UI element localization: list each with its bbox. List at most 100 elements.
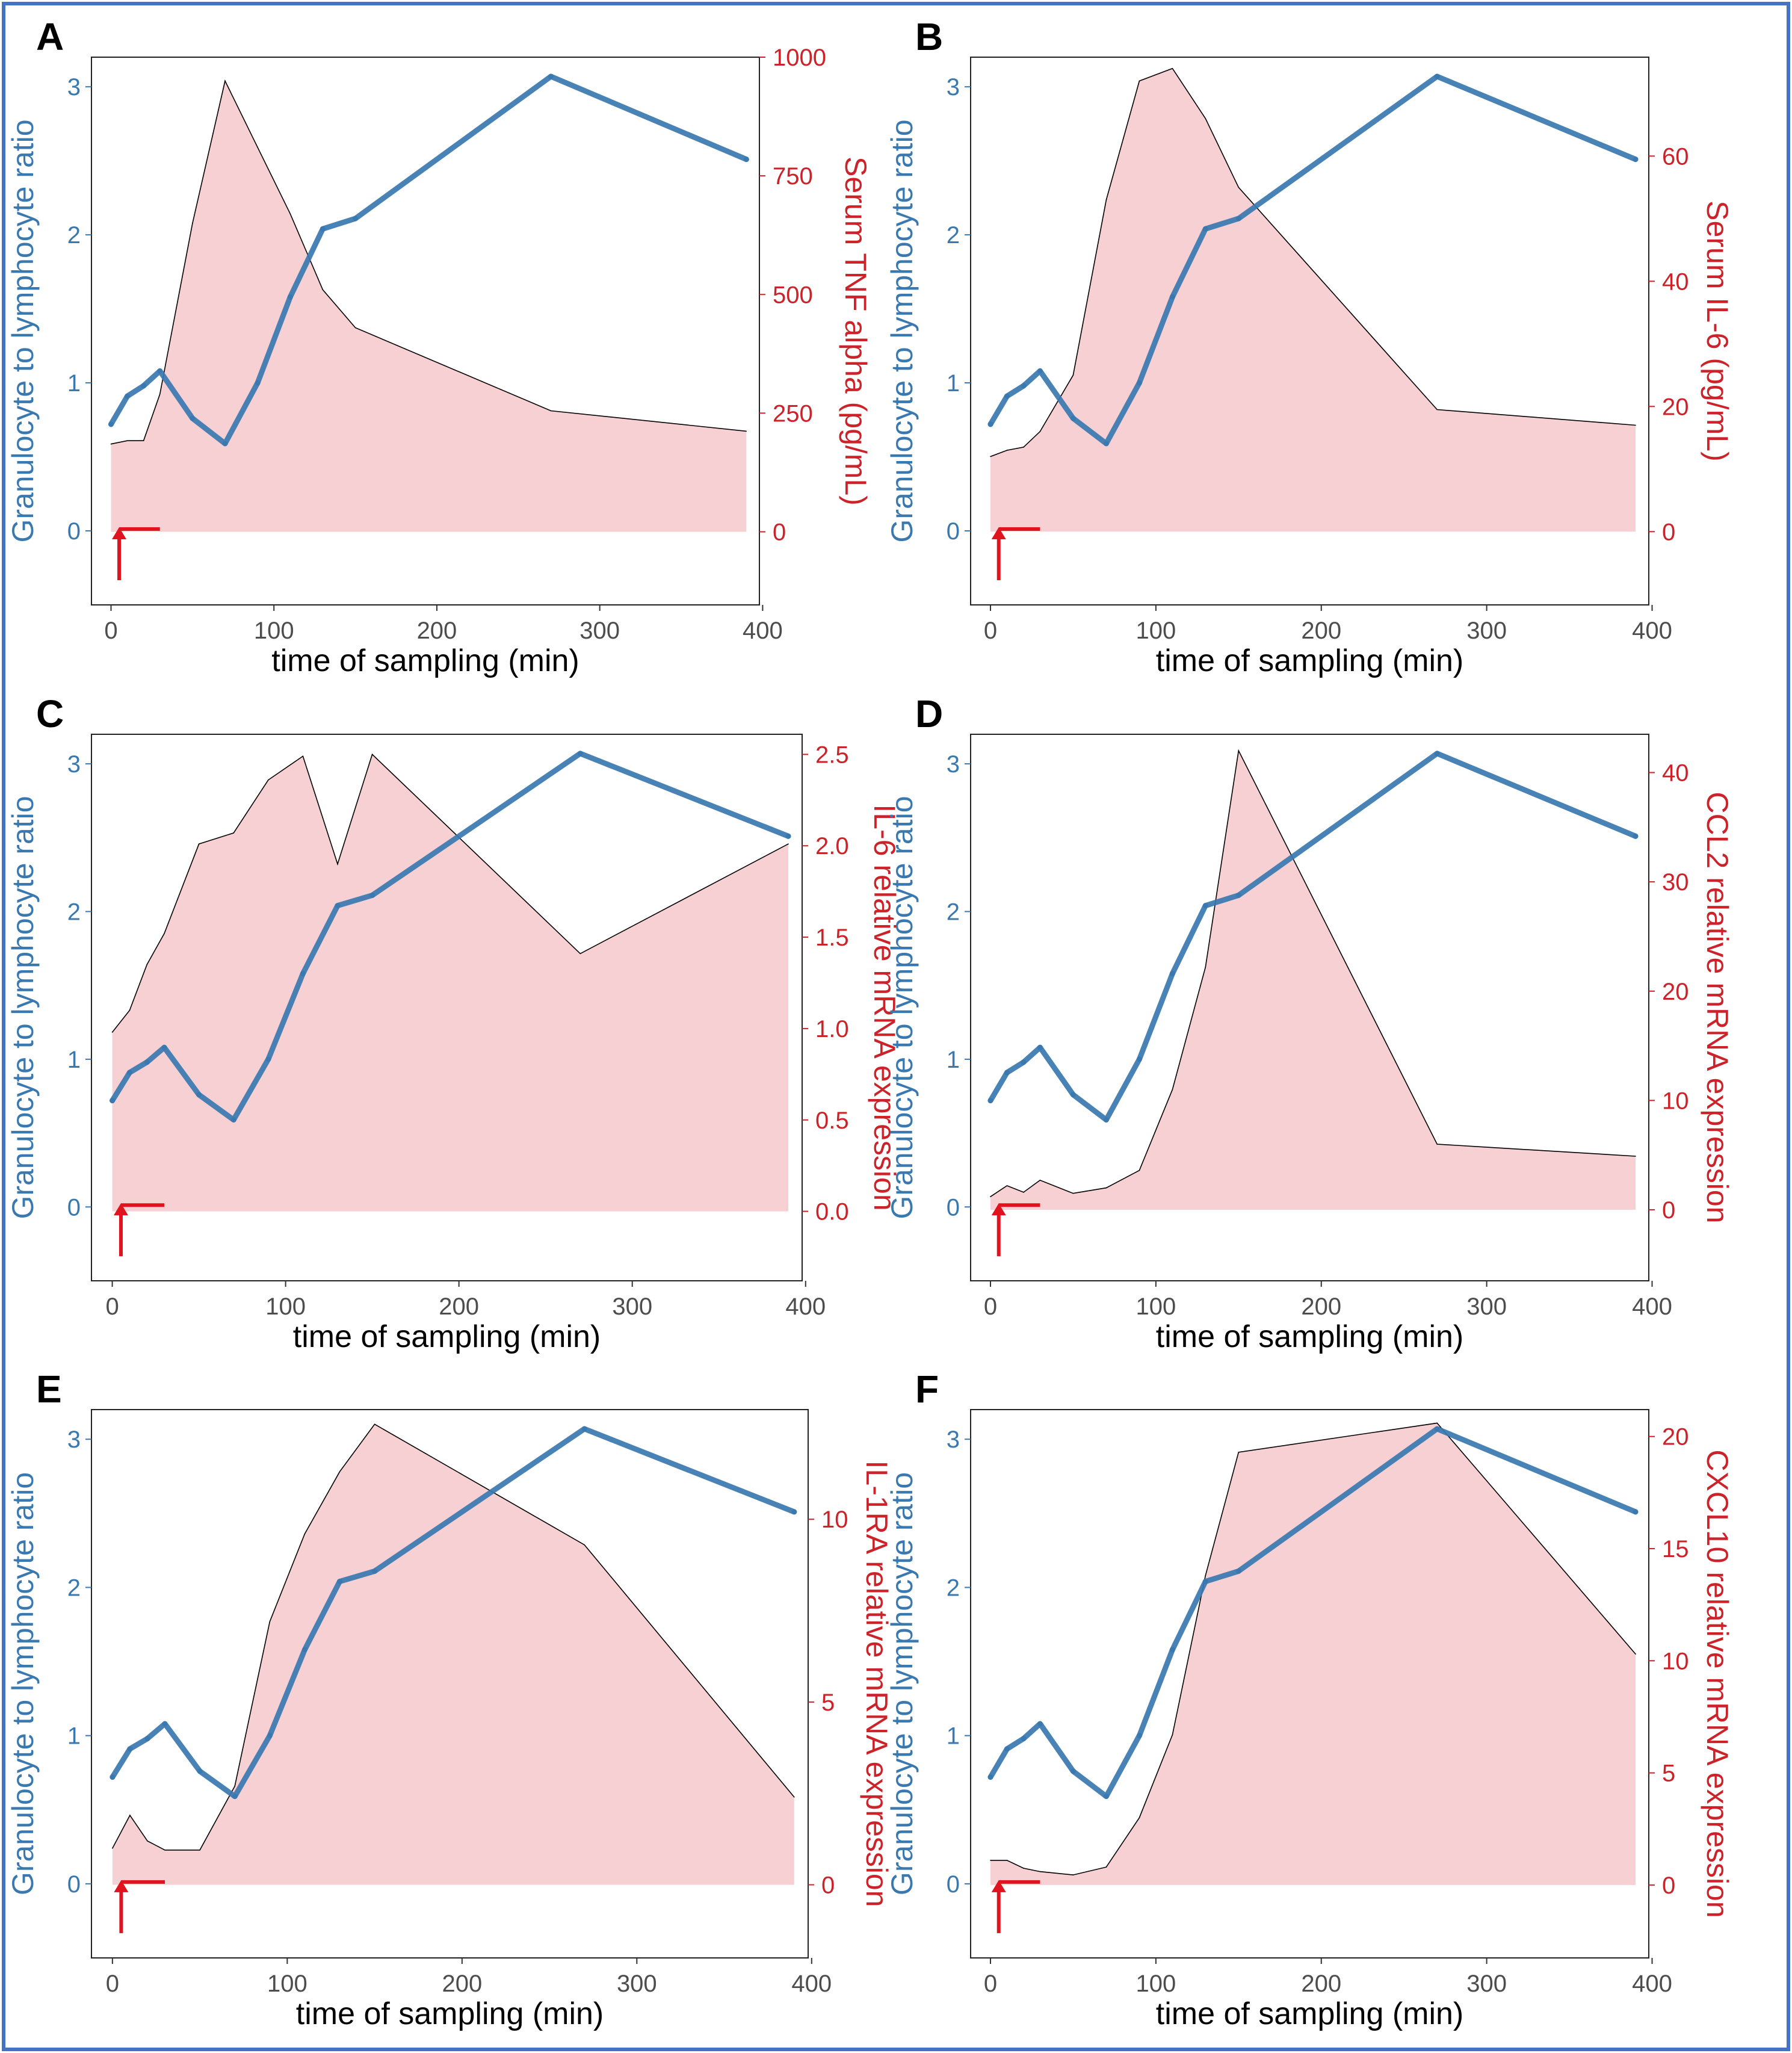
x-tick-label: 400 <box>785 1293 826 1320</box>
left-y-tick-label: 0 <box>67 518 81 545</box>
left-y-tick-label: 0 <box>947 1194 960 1221</box>
ratio-point <box>1202 1579 1208 1585</box>
right-y-axis-title: Serum IL-6 (pg/mL) <box>1701 200 1734 461</box>
area-point <box>788 843 789 844</box>
area-point <box>337 863 338 865</box>
area-point <box>990 1196 991 1197</box>
stimulus-arrowhead <box>991 527 1006 540</box>
area-point <box>322 289 324 291</box>
x-tick-label: 200 <box>1301 618 1341 644</box>
area-point <box>111 1032 113 1033</box>
right-y-axis-title: IL-1RA relative mRNA expression <box>860 1461 894 1907</box>
ratio-point <box>372 1568 378 1574</box>
right-y-tick-label: 10 <box>1662 1648 1689 1674</box>
ratio-point <box>1235 215 1241 221</box>
area-point <box>1205 118 1207 119</box>
left-y-tick-label: 2 <box>67 899 81 925</box>
ratio-point <box>577 751 583 757</box>
stimulus-arrowhead <box>114 1880 129 1892</box>
x-tick-label: 400 <box>1632 1971 1672 1997</box>
left-y-tick-label: 1 <box>67 1047 81 1073</box>
x-axis-title: time of sampling (min) <box>271 643 579 678</box>
area-point <box>1023 1868 1024 1869</box>
left-y-tick-label: 2 <box>67 1575 81 1601</box>
area-point <box>198 843 200 844</box>
area-outline <box>990 749 1636 1197</box>
ratio-point <box>196 1092 202 1098</box>
ratio-point <box>1633 1509 1639 1515</box>
area-point <box>126 440 128 441</box>
area-point <box>289 213 291 215</box>
plot-frame <box>970 57 1649 605</box>
area-point <box>110 443 112 445</box>
area-point <box>1205 967 1207 968</box>
right-y-tick-label: 20 <box>1662 394 1689 420</box>
area-point <box>371 754 373 755</box>
panel-label: C <box>36 692 64 735</box>
panel-label: E <box>36 1367 62 1411</box>
ratio-point <box>1136 1733 1142 1739</box>
right-y-tick-label: 60 <box>1662 143 1689 170</box>
x-tick-label: 400 <box>743 618 783 644</box>
area-point <box>1072 1874 1074 1875</box>
chart-panel-c: C 0 100 200 300 400 time of sampling (min) 0 1 2 3… <box>6 692 901 1354</box>
ratio-point <box>190 415 196 421</box>
ratio-point <box>785 833 791 839</box>
left-y-tick-label: 3 <box>67 1426 81 1453</box>
left-y-tick-label: 1 <box>947 1723 960 1750</box>
right-y-tick-label: 5 <box>1662 1760 1675 1787</box>
ratio-point <box>1633 156 1639 163</box>
ratio-point <box>197 1768 203 1774</box>
ratio-point <box>1169 971 1175 977</box>
ratio-point <box>162 1721 168 1727</box>
ratio-line <box>987 1426 1639 1800</box>
plot-frame <box>970 734 1649 1281</box>
ratio-point <box>1021 1736 1027 1742</box>
area-point <box>1105 1187 1107 1189</box>
ratio-point <box>1037 368 1043 374</box>
right-y-tick-label: 2.0 <box>815 833 849 859</box>
left-y-tick-label: 2 <box>947 899 960 925</box>
left-y-axis-title: Granulocyte to lymphocyte ratio <box>885 119 919 542</box>
ratio-point <box>1434 1426 1440 1432</box>
area-point <box>304 1533 306 1535</box>
left-y-axis-title: Granulocyte to lymphocyte ratio <box>885 1472 919 1895</box>
right-y-axis-title: CXCL10 relative mRNA expression <box>1701 1449 1734 1918</box>
area-point <box>129 1009 131 1011</box>
ratio-point <box>1202 903 1208 909</box>
x-axis-title: time of sampling (min) <box>1156 1996 1463 2031</box>
right-y-tick-label: 15 <box>1662 1536 1689 1562</box>
x-tick-label: 0 <box>104 618 117 644</box>
ratio-point <box>161 1044 167 1050</box>
area-point <box>1205 1575 1207 1576</box>
area-point <box>159 394 161 395</box>
stimulus-arrow <box>117 527 160 581</box>
panel-label: B <box>915 15 943 58</box>
area-point <box>354 327 356 329</box>
right-y-tick-label: 2.5 <box>815 742 849 768</box>
x-tick-label: 400 <box>1632 618 1672 644</box>
area-point <box>1072 374 1074 376</box>
ratio-point <box>300 971 306 977</box>
stimulus-arrow <box>996 1880 1040 1933</box>
area-point <box>1139 1169 1140 1171</box>
right-y-axis-title: IL-6 relative mRNA expression <box>868 804 901 1210</box>
left-y-tick-label: 2 <box>947 1575 960 1601</box>
ratio-point <box>1434 73 1440 79</box>
area-point <box>302 755 304 757</box>
ratio-point <box>144 1736 150 1742</box>
area-fill <box>112 1424 794 1885</box>
ratio-line <box>987 751 1639 1122</box>
area-point <box>143 440 144 441</box>
ratio-point <box>353 215 359 221</box>
plot-frame <box>91 1409 809 1959</box>
ratio-point <box>1103 1794 1109 1800</box>
ratio-point <box>369 893 375 898</box>
ratio-point <box>1235 1568 1241 1574</box>
left-y-tick-label: 1 <box>67 370 81 397</box>
x-tick-label: 300 <box>1466 1971 1507 1997</box>
stimulus-arrowhead <box>991 1880 1006 1892</box>
ratio-point <box>265 1056 271 1062</box>
